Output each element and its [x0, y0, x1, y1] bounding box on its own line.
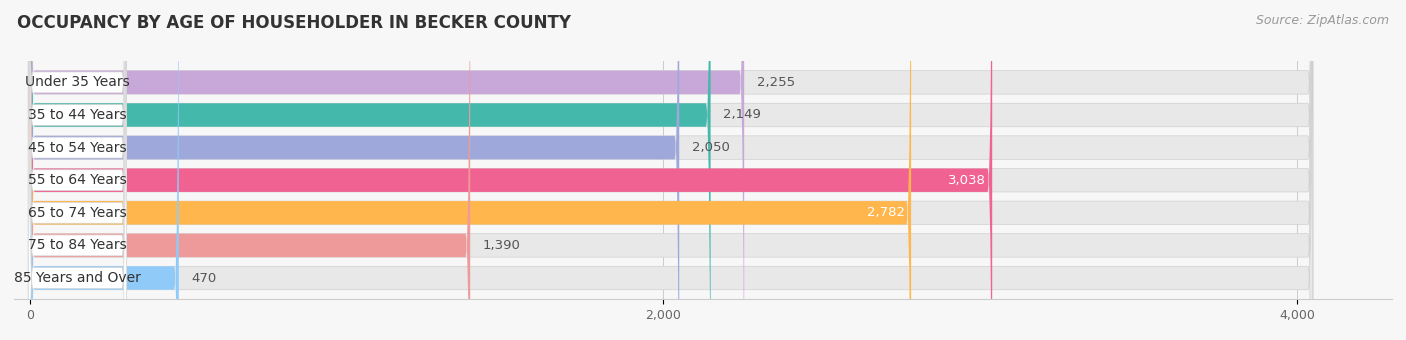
FancyBboxPatch shape [30, 0, 744, 340]
FancyBboxPatch shape [28, 0, 127, 340]
FancyBboxPatch shape [30, 0, 1313, 340]
Text: Source: ZipAtlas.com: Source: ZipAtlas.com [1256, 14, 1389, 27]
FancyBboxPatch shape [30, 0, 1313, 340]
FancyBboxPatch shape [30, 0, 679, 340]
FancyBboxPatch shape [30, 0, 710, 340]
FancyBboxPatch shape [30, 0, 1313, 340]
FancyBboxPatch shape [30, 0, 1313, 340]
Text: 2,149: 2,149 [723, 108, 761, 121]
Text: 2,782: 2,782 [866, 206, 905, 219]
FancyBboxPatch shape [28, 0, 127, 340]
FancyBboxPatch shape [28, 0, 127, 340]
Text: 75 to 84 Years: 75 to 84 Years [28, 238, 127, 252]
Text: OCCUPANCY BY AGE OF HOUSEHOLDER IN BECKER COUNTY: OCCUPANCY BY AGE OF HOUSEHOLDER IN BECKE… [17, 14, 571, 32]
Text: 45 to 54 Years: 45 to 54 Years [28, 141, 127, 155]
FancyBboxPatch shape [30, 0, 1313, 340]
FancyBboxPatch shape [28, 0, 127, 340]
FancyBboxPatch shape [30, 0, 1313, 340]
Text: 3,038: 3,038 [948, 174, 986, 187]
Text: 1,390: 1,390 [482, 239, 520, 252]
FancyBboxPatch shape [30, 0, 911, 340]
FancyBboxPatch shape [30, 0, 1313, 340]
FancyBboxPatch shape [30, 0, 470, 340]
Text: 35 to 44 Years: 35 to 44 Years [28, 108, 127, 122]
Text: Under 35 Years: Under 35 Years [25, 75, 129, 89]
FancyBboxPatch shape [28, 0, 127, 340]
FancyBboxPatch shape [30, 0, 179, 340]
Text: 65 to 74 Years: 65 to 74 Years [28, 206, 127, 220]
FancyBboxPatch shape [28, 0, 127, 340]
Text: 55 to 64 Years: 55 to 64 Years [28, 173, 127, 187]
FancyBboxPatch shape [28, 0, 127, 340]
Text: 2,255: 2,255 [756, 76, 794, 89]
Text: 470: 470 [191, 272, 217, 285]
FancyBboxPatch shape [30, 0, 993, 340]
Text: 2,050: 2,050 [692, 141, 730, 154]
Text: 85 Years and Over: 85 Years and Over [14, 271, 141, 285]
